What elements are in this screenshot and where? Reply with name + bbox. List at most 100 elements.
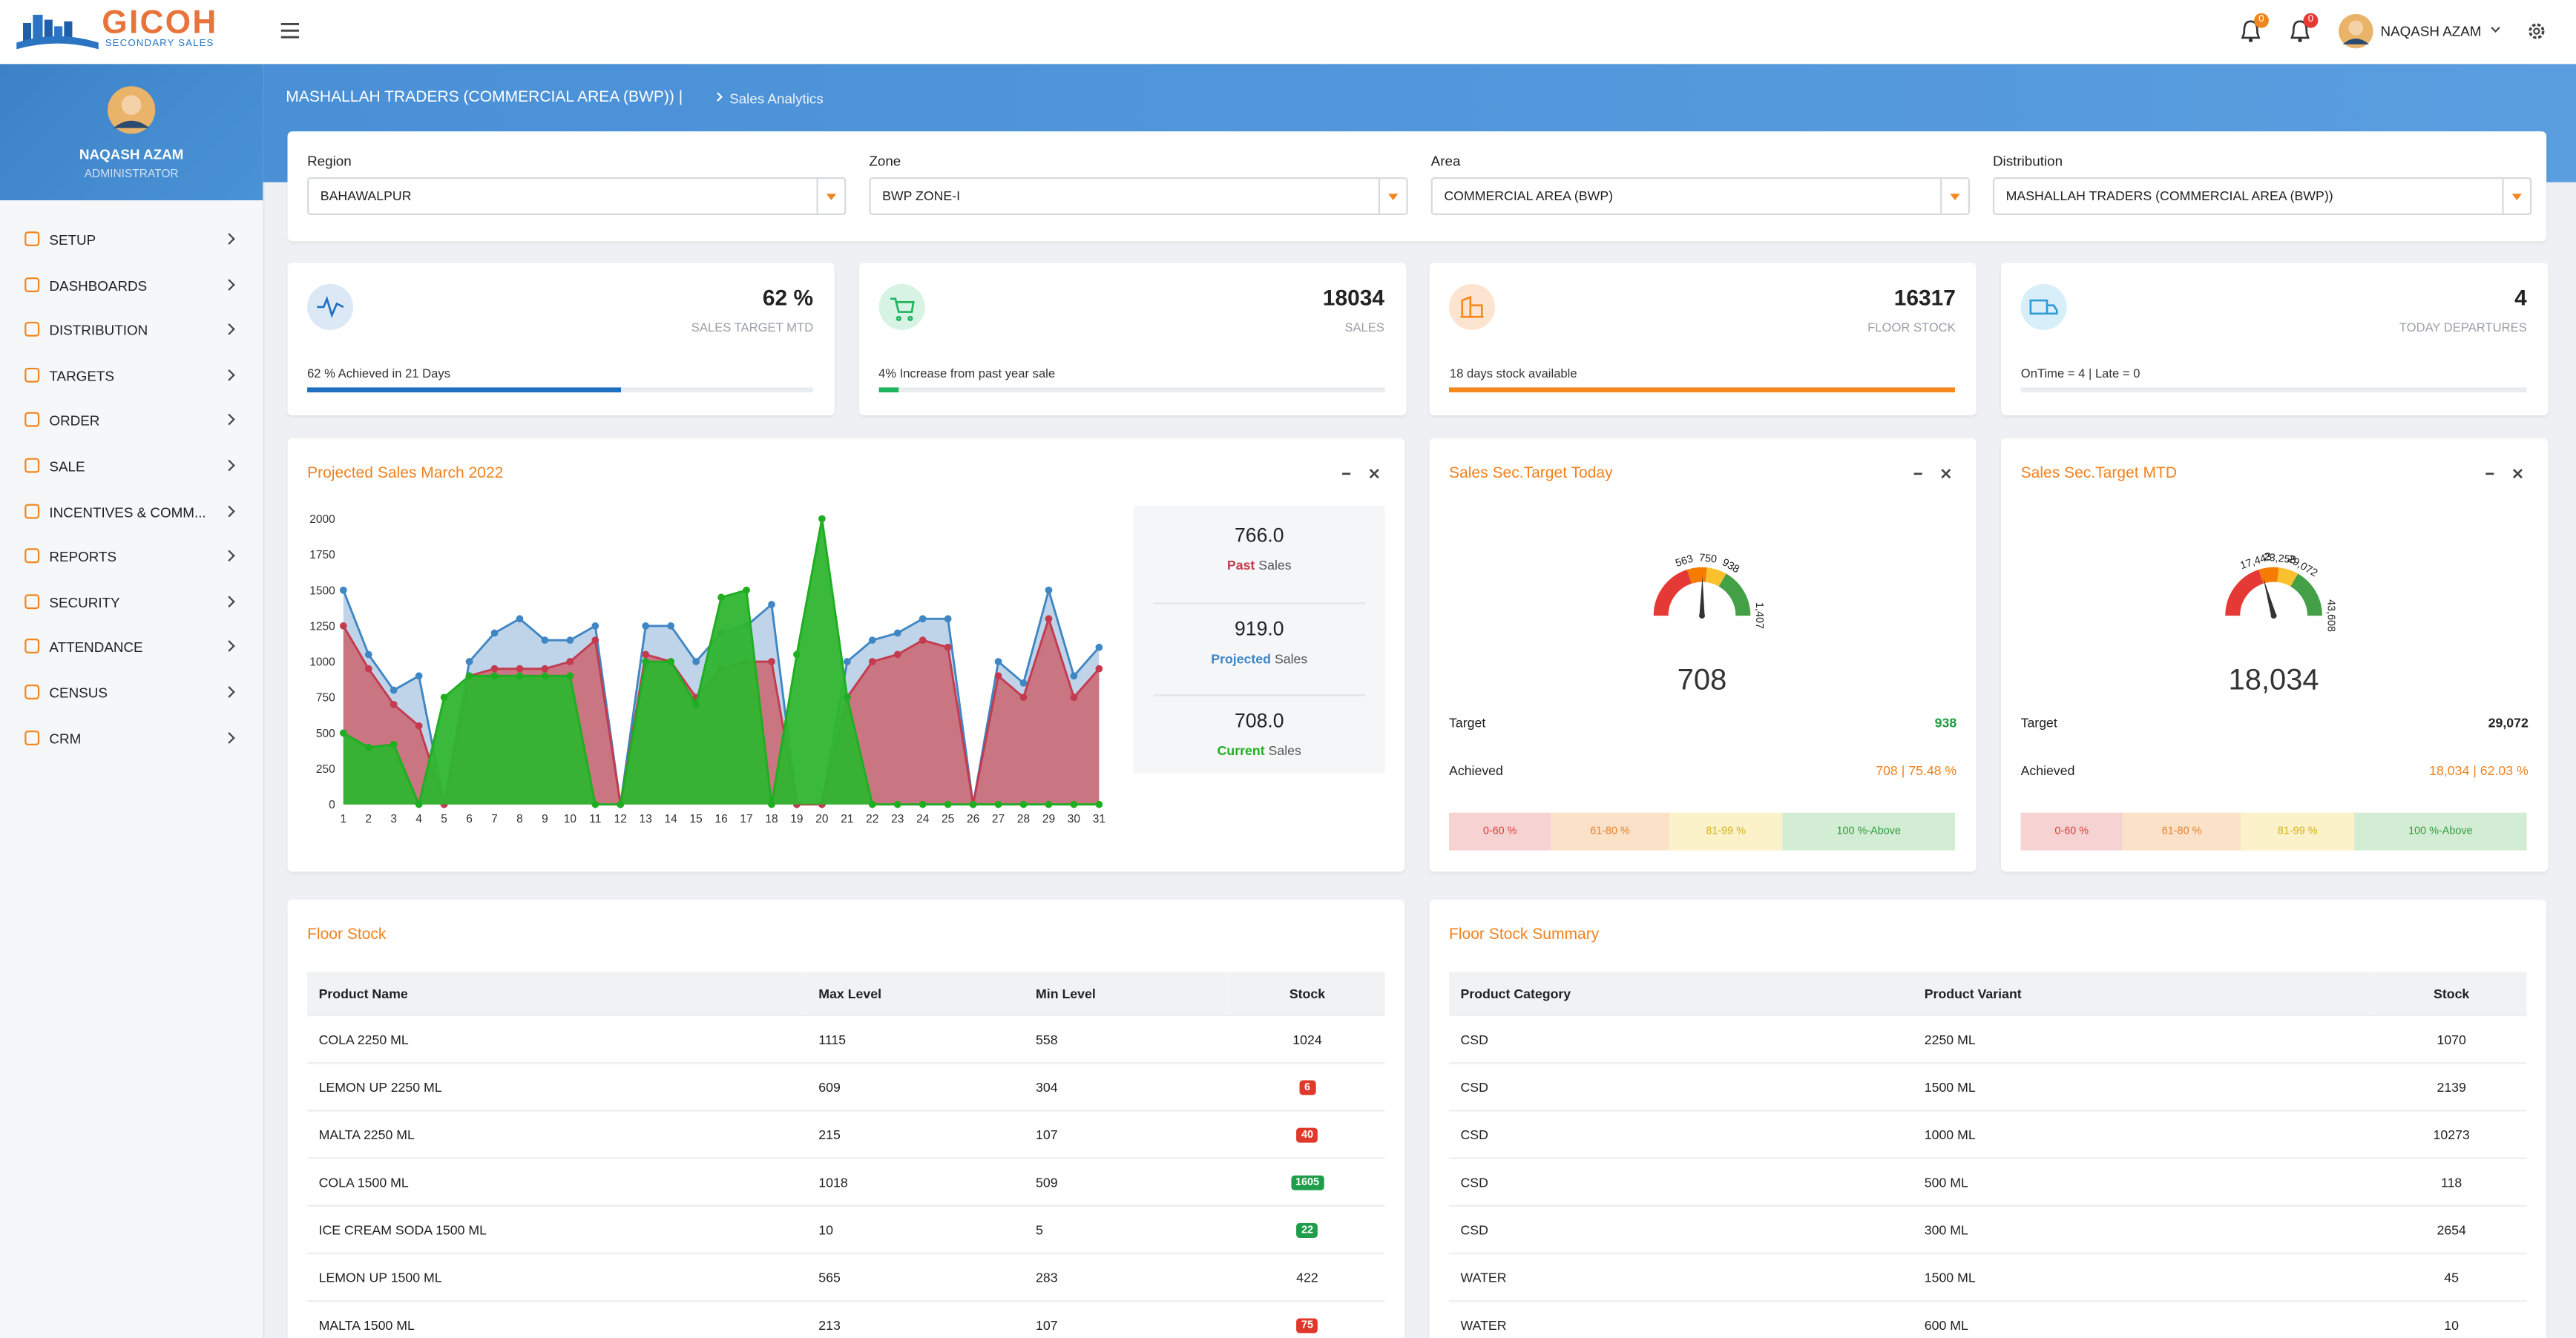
table-cell: 300 ML [1913, 1204, 2376, 1254]
sidebar-profile: NAQASH AZAM ADMINISTRATOR [0, 64, 263, 201]
filter-value: COMMERCIAL AREA (BWP) [1444, 188, 1614, 204]
table-cell: WATER [1449, 1252, 1913, 1302]
kpi-icon-glyph [2029, 299, 2058, 315]
kpi-label: SALES [1344, 320, 1384, 335]
card-title: Projected Sales March 2022 [307, 464, 504, 483]
menu-label: SETUP [49, 231, 96, 248]
menu-toggle[interactable] [280, 22, 301, 39]
kpi-note: 4% Increase from past year sale [878, 366, 1056, 381]
minimize-icon [1913, 472, 1922, 475]
table-row: WATER 600 ML 10 [1449, 1300, 2527, 1338]
breadcrumb-current: Sales Analytics [729, 90, 824, 107]
table-cell: 2654 [2376, 1204, 2527, 1254]
column-header: Product Name [307, 972, 807, 1016]
filter-select[interactable]: COMMERCIAL AREA (BWP) [1430, 177, 1970, 215]
data-point [793, 650, 801, 659]
data-point [541, 672, 549, 680]
data-point [1045, 800, 1053, 808]
gauge-band [1686, 567, 1707, 584]
table-cell: 600 ML [1913, 1300, 2376, 1338]
kpi-progress-bar [1449, 387, 1956, 393]
menu-item[interactable]: REPORTS [0, 538, 263, 571]
y-tick-label: 1500 [309, 584, 335, 597]
data-point [919, 800, 927, 808]
summary-series-name: Projected [1211, 650, 1272, 666]
menu-label: ORDER [49, 412, 100, 429]
data-point [994, 672, 1002, 680]
table-row: COLA 1500 ML 1018 509 1605 [307, 1157, 1385, 1206]
data-point [440, 693, 448, 702]
menu-item[interactable]: DASHBOARDS [0, 267, 263, 300]
x-tick-label: 3 [390, 813, 397, 825]
filter-select[interactable]: MASHALLAH TRADERS (COMMERCIAL AREA (BWP)… [1992, 177, 2532, 215]
card-controls[interactable] [1339, 468, 1388, 481]
table-row: CSD 300 ML 2654 [1449, 1204, 2527, 1254]
filter-label: Area [1430, 152, 1461, 169]
filter-select[interactable]: BAHAWALPUR [307, 177, 847, 215]
data-point [465, 672, 473, 680]
kpi-value: 18034 [1322, 286, 1384, 311]
summary-value: 919.0 [1235, 616, 1284, 640]
breadcrumb-parent[interactable]: MASHALLAH TRADERS (COMMERCIAL AREA (BWP)… [286, 88, 683, 107]
user-dropdown-caret[interactable] [2491, 23, 2500, 33]
menu-item[interactable]: ATTENDANCE [0, 630, 263, 662]
settings-gear[interactable] [2527, 22, 2547, 42]
column-header: Min Level [1024, 972, 1230, 1016]
data-point [1019, 693, 1028, 702]
kpi-icon-glyph [1461, 295, 1485, 318]
menu-label: SECURITY [49, 593, 120, 610]
stock-value: 422 [1296, 1270, 1318, 1285]
menu-item[interactable]: SECURITY [0, 584, 263, 617]
menu-icon [24, 503, 40, 518]
x-tick-label: 27 [992, 813, 1005, 825]
x-tick-label: 18 [765, 813, 778, 825]
table-cell: 609 [806, 1062, 1025, 1111]
data-point [768, 800, 775, 808]
card-title: Sales Sec.Target MTD [2020, 464, 2178, 483]
table-cell: 1500 ML [1913, 1062, 2376, 1111]
table-cell: 107 [1024, 1110, 1230, 1159]
gauge-tick-label: 1,407 [1753, 602, 1765, 629]
data-table: Product Name Max Level Min Level Stock COLA … [307, 972, 1385, 1338]
x-tick-label: 23 [891, 813, 904, 825]
user-name[interactable]: NAQASH AZAM [2380, 22, 2482, 40]
y-tick-label: 500 [316, 728, 335, 740]
data-point [541, 636, 549, 645]
x-tick-label: 7 [491, 813, 498, 825]
card-controls[interactable] [1910, 468, 1959, 481]
data-point [692, 658, 700, 665]
table-cell: MALTA 1500 ML [307, 1300, 807, 1338]
data-point [465, 658, 473, 665]
table-cell: 422 [1229, 1252, 1385, 1302]
gauge-card: Sales Sec.Target Today 563 750 938 1,407 708 T… [1429, 438, 1977, 872]
data-point [893, 650, 901, 659]
table-cell: 283 [1024, 1252, 1230, 1302]
menu-item[interactable]: INCENTIVES & COMM... [0, 493, 263, 526]
data-point [868, 636, 876, 645]
menu-item[interactable]: CENSUS [0, 675, 263, 708]
achieved-label: Achieved [2020, 763, 2075, 779]
card-title: Floor Stock Summary [1449, 926, 1600, 944]
data-point [893, 629, 901, 637]
menu-item[interactable]: DISTRIBUTION [0, 312, 263, 345]
menu-icon [24, 593, 40, 609]
data-point [339, 622, 347, 630]
card-controls[interactable] [2483, 468, 2531, 481]
menu-item[interactable]: CRM [0, 720, 263, 753]
data-point [339, 729, 347, 737]
data-point [490, 672, 499, 680]
table-cell: CSD [1449, 1110, 1913, 1159]
kpi-note: OnTime = 4 | Late = 0 [2020, 366, 2140, 381]
filter-arrow [1378, 179, 1407, 214]
menu-item[interactable]: TARGETS [0, 357, 263, 390]
filter-select[interactable]: BWP ZONE-I [869, 177, 1408, 215]
x-tick-label: 16 [714, 813, 727, 825]
gauge-needle [1699, 576, 1705, 616]
kpi-card: 62 % SALES TARGET MTD 62 % Achieved in 21 … [287, 263, 835, 416]
menu-item[interactable]: SETUP [0, 222, 263, 254]
menu-item[interactable]: SALE [0, 448, 263, 481]
user-avatar[interactable] [2338, 13, 2374, 50]
menu-item[interactable]: ORDER [0, 403, 263, 435]
